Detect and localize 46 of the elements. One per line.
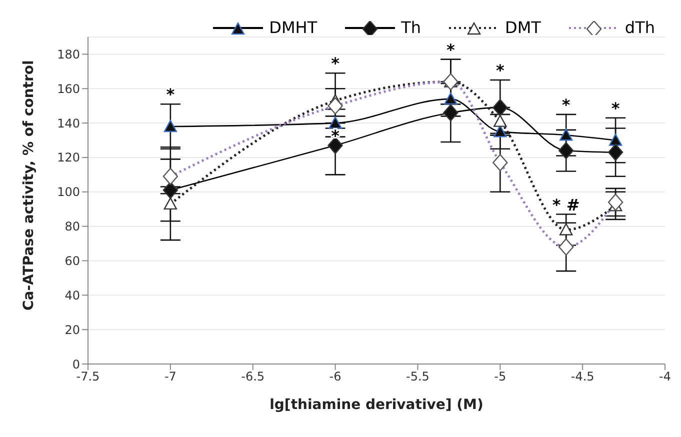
point [559, 128, 573, 141]
point [608, 144, 624, 161]
point [494, 114, 507, 127]
annotation: * [331, 54, 340, 74]
y-tick-label: 140 [57, 116, 80, 130]
legend-label: DMT [504, 18, 541, 37]
y-tick-label: 180 [57, 47, 80, 62]
x-axis-title: lg[thiamine derivative] (M) [270, 397, 484, 413]
x-tick-label: -7 [164, 370, 176, 384]
point [164, 120, 178, 132]
y-tick-label: 60 [64, 254, 80, 268]
legend-label: DMHT [268, 18, 318, 37]
x-tick-label: -4.5 [570, 370, 594, 384]
point [443, 104, 458, 122]
legend-label: Th [400, 18, 422, 37]
annotation: * [562, 95, 571, 114]
legend-label: dTh [624, 18, 655, 37]
x-tick-label: -4 [659, 370, 671, 384]
y-tick-label: 40 [64, 288, 80, 302]
point [492, 98, 508, 116]
point [164, 197, 178, 210]
point [444, 92, 458, 105]
x-tick-label: -5.5 [406, 370, 430, 384]
point [328, 116, 342, 129]
point [494, 125, 507, 138]
x-tick-label: -6.5 [241, 370, 265, 384]
x-tick-label: -7.5 [76, 370, 100, 384]
point [559, 223, 573, 236]
annotation: * [611, 98, 620, 118]
y-tick-label: 120 [57, 150, 80, 165]
y-tick-label: 80 [64, 220, 80, 234]
point [328, 136, 343, 154]
y-axis-title: Ca-ATPase activity, % of control [20, 60, 37, 310]
x-tick-label: -5 [494, 370, 506, 384]
y-tick-label: 0 [72, 357, 80, 372]
point [558, 142, 574, 160]
y-tick-label: 100 [57, 185, 80, 200]
point [608, 134, 622, 146]
annotation: * [166, 85, 176, 104]
y-tick-label: 160 [57, 82, 80, 96]
annotation: * [446, 40, 456, 60]
annotation: * # [552, 195, 580, 214]
y-tick-label: 20 [64, 322, 80, 337]
point [162, 182, 178, 199]
annotation: * [496, 61, 505, 80]
x-tick-label: -6 [329, 370, 342, 384]
